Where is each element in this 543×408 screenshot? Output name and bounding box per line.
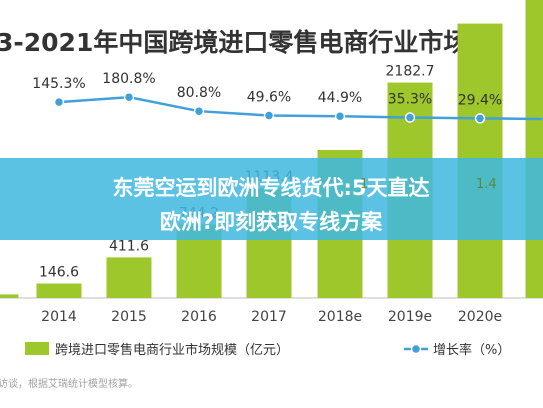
- growth-label-2015: 180.8%: [102, 71, 155, 87]
- growth-label-2019e: 35.3%: [388, 92, 432, 108]
- growth-point-2014: [53, 96, 65, 108]
- bar-label-2015: 411.6: [109, 238, 149, 254]
- x-tick-2014: 2014: [41, 309, 77, 325]
- legend-swatch-bar: [25, 342, 49, 355]
- bar-label-2018e-partial: 1: [360, 177, 368, 192]
- x-tick-2017: 2017: [251, 309, 287, 325]
- growth-point-2017: [263, 110, 275, 121]
- banner-line-2[interactable]: 欧洲?即刻获取专线方案: [160, 210, 383, 234]
- bar-label-2019e: 2182.7: [386, 64, 435, 80]
- growth-point-2015: [123, 91, 135, 103]
- x-tick-2018e: 2018e: [318, 309, 362, 325]
- growth-label-2018e: 44.9%: [318, 90, 362, 106]
- x-tick-2016: 2016: [181, 309, 217, 325]
- bar-2014: [36, 283, 82, 298]
- growth-point-2016: [193, 105, 205, 117]
- growth-label-2016: 80.8%: [177, 85, 221, 101]
- growth-label-2014: 145.3%: [32, 76, 85, 92]
- legend-label-bar: 跨境进口零售电商行业市场规模（亿元）: [55, 342, 289, 358]
- banner-line-1[interactable]: 东莞空运到欧洲专线货代:5天直达: [112, 176, 429, 200]
- growth-point-2018e: [334, 110, 346, 122]
- promo-banner[interactable]: [0, 158, 543, 240]
- bar-label-2020e-partial: 1.4: [476, 177, 497, 192]
- growth-line-series: 145.3%180.8%80.8%49.6%44.9%35.3%29.4%2: [32, 71, 543, 124]
- chart-title: 3-2021年中国跨境进口零售电商行业市场: [0, 28, 468, 57]
- x-tick-2020e: 2020e: [458, 309, 502, 325]
- growth-point-2019e: [404, 112, 416, 123]
- bar-label-2014: 146.6: [39, 265, 79, 281]
- bar-3: [0, 294, 19, 298]
- legend-swatch-dot: [410, 343, 422, 355]
- growth-line: [58, 95, 543, 121]
- legend-label-line: 增长率（%）: [433, 342, 510, 358]
- growth-point-2020e: [474, 113, 486, 124]
- bar-2: [525, 0, 543, 299]
- legend: 跨境进口零售电商行业市场规模（亿元） 增长率（%）: [25, 342, 510, 358]
- growth-label-2020e: 29.4%: [458, 92, 502, 108]
- x-tick-labels: 320142015201620172018e2019e2020e2: [0, 309, 502, 325]
- growth-label-2017: 49.6%: [247, 90, 291, 106]
- bar-2015: [106, 257, 152, 298]
- source-note: 访谈，根据艾瑞统计模型核算。: [0, 377, 138, 390]
- x-tick-2015: 2015: [111, 309, 147, 325]
- x-tick-2019e: 2019e: [388, 309, 432, 325]
